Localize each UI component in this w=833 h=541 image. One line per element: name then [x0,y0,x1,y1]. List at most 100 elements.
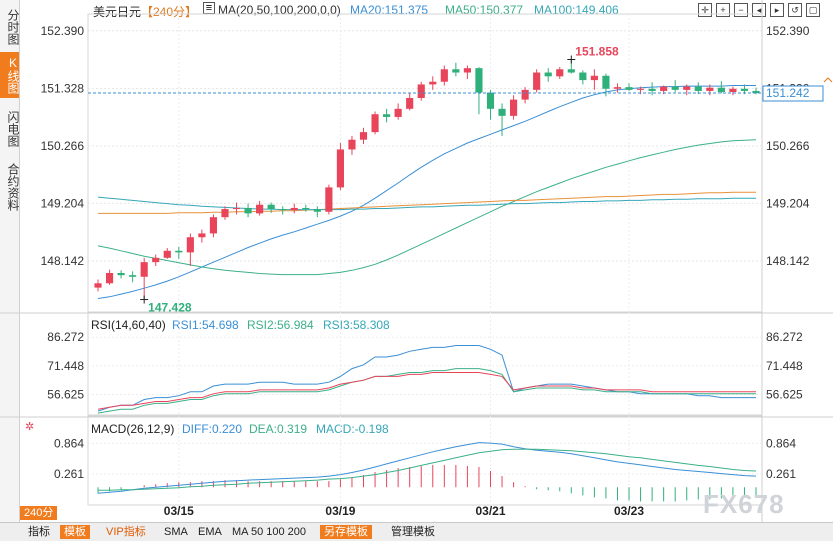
min-price-label: 147.428 [148,301,192,315]
candle-body [290,207,298,211]
candle-body [163,250,171,258]
candle-body [429,81,437,85]
rsi-y-tick-label: 56.625 [47,387,84,401]
diff-value: DIFF:0.220 [182,422,243,436]
candle-body [152,257,160,263]
tab-indicator[interactable]: 指标 [28,526,50,538]
macd-settings-icon[interactable]: ✲ [25,421,35,433]
candle-body [740,88,749,91]
candle-body [279,209,287,211]
candle-body [613,87,622,89]
candle-body [198,233,206,238]
candle-body [94,283,102,288]
candle-body [498,108,506,116]
candle-body [602,75,610,89]
rsi-y-tick-label-right: 71.448 [766,359,803,373]
rsi3-value: RSI3:58.308 [323,318,390,332]
y-tick-label: 149.204 [41,196,85,210]
candle-body [267,204,275,210]
rsi1-value: RSI1:54.698 [172,318,239,332]
candle-body [325,187,333,212]
candle-body [625,87,633,90]
rsi-line-rsi2 [97,368,756,414]
candle-body [105,272,114,284]
tab-contract-info[interactable]: 合约资料 [6,163,20,211]
candle-body [717,87,725,93]
rsi-y-tick-label: 71.448 [47,359,84,373]
period-label[interactable]: 【240分】 [141,5,198,19]
candle-body [521,89,529,100]
ma-line-ma20 [97,85,756,299]
candle-body [313,209,321,212]
tab-template[interactable]: 模板 [60,525,90,539]
candle-body [302,207,310,210]
symbol-name: 美元日元 [93,5,142,19]
watermark: FX678 [703,489,785,519]
rsi-y-tick-label-right: 56.625 [766,387,803,401]
candle-body [244,207,252,214]
tab-vip-indicator[interactable]: VIP指标 [106,526,146,538]
candle-body [186,237,194,253]
tab-timeshare[interactable]: 分时图 [6,9,20,45]
macd-y-tick-label: 0.864 [54,436,84,450]
main-panel-frame [87,13,763,313]
candle-body [256,204,264,214]
candle-body [729,88,737,93]
tab-ema[interactable]: EMA [198,526,222,538]
rsi-y-tick-label: 86.272 [47,330,84,344]
bottom-template-bar: 指标 模板 VIP指标 SMA EMA MA 50 100 200 另存模板 管… [0,522,833,541]
candle-body [533,72,541,90]
candle-body [232,207,241,210]
tab-ma-50-100-200[interactable]: MA 50 100 200 [232,526,307,538]
ma-line-ma50 [97,139,757,276]
macd-label: MACD(26,12,9) [91,422,175,436]
rsi-line-rsi3 [97,372,756,410]
candle-body [660,86,668,91]
tab-flash-chart[interactable]: 闪电图 [6,111,20,147]
candle-body [175,250,183,253]
rsi-label: RSI(14,60,40) [91,318,166,332]
tab-sma[interactable]: SMA [164,526,188,538]
candle-body [648,88,656,91]
ma-line-ma200 [97,196,756,211]
candle-body [383,114,391,117]
candle-body [544,72,552,77]
scroll-right-icon[interactable]: ▸ [770,3,784,17]
macd-y-tick-label: 0.261 [54,467,84,481]
x-tick-label: 03/19 [325,504,355,518]
candle-body [348,139,356,150]
tab-kline[interactable]: K线图 [0,52,20,98]
candle-body [556,69,564,77]
candle-body [440,69,448,82]
candle-body [636,88,645,90]
candle-body [694,86,702,91]
candle-body [567,69,575,73]
last-price-label: 151.242 [766,86,810,100]
macd-line-dea [98,448,757,491]
tab-save-template[interactable]: 另存模板 [320,525,372,539]
candle-body [452,69,460,73]
x-tick-label: 03/23 [614,504,644,518]
y-tick-label-right: 149.204 [766,196,810,210]
candle-body [417,84,425,98]
macd-y-tick-label-right: 0.864 [766,436,796,450]
y-tick-label-right: 152.390 [766,24,810,38]
candle-body [752,90,760,94]
candle-body [406,97,414,109]
reset-icon[interactable]: ↺ [788,3,802,17]
candle-body [129,275,137,277]
fullscreen-icon[interactable]: ▢ [806,3,820,17]
candle-body [221,209,229,218]
y-tick-label-right: 148.142 [766,254,810,268]
candle-body [371,114,379,133]
macd-y-tick-label-right: 0.261 [766,467,796,481]
period-selector[interactable]: 240分 [20,506,58,520]
candle-body [463,68,471,73]
y-tick-label-right: 150.266 [766,139,810,153]
candle-body [117,272,125,276]
candle-body [579,72,587,81]
tab-manage-template[interactable]: 管理模板 [391,526,435,538]
candle-body [510,99,518,116]
